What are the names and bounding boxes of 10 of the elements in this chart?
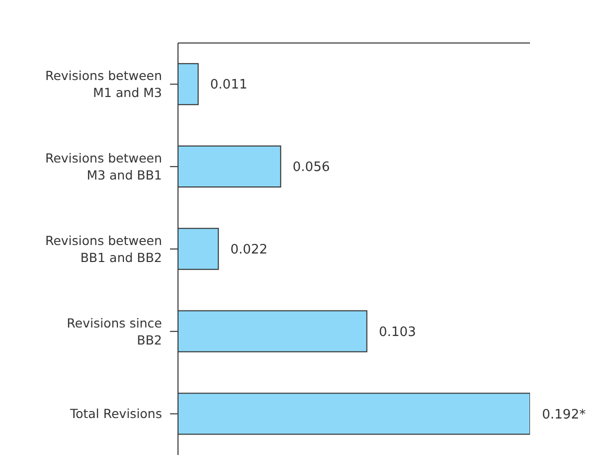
y-tick-label: Total Revisions [69, 406, 162, 422]
y-tick-label: Revisions between M3 and BB1 [45, 150, 162, 182]
y-tick-label: Revisions between BB1 and BB2 [45, 232, 162, 265]
data-label: 0.011 [210, 78, 248, 93]
data-label: 0.192* [542, 407, 586, 422]
y-tick-label: Revisions since BB2 [66, 315, 162, 348]
data-label: 0.103 [378, 324, 416, 340]
data-label: 0.022 [230, 242, 268, 258]
y-tick-label: Revisions between M1 and M3 [45, 68, 162, 100]
data-label: 0.056 [292, 160, 330, 176]
